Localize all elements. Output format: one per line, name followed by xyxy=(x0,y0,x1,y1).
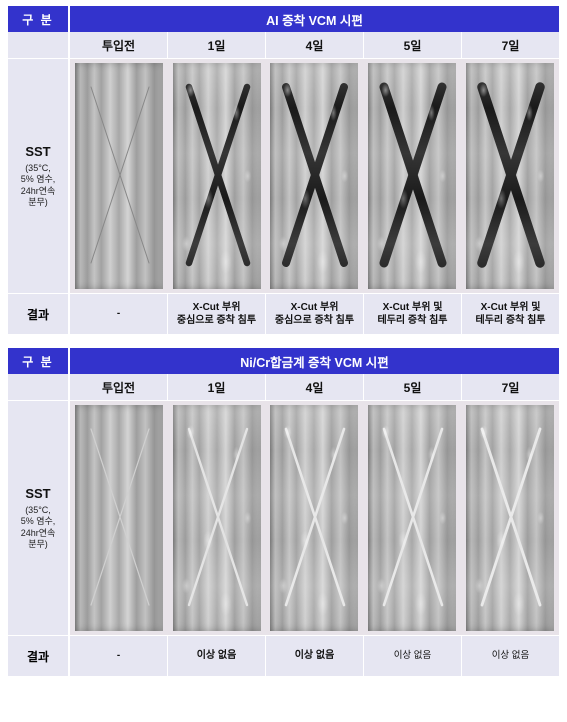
sample-day1 xyxy=(173,405,261,631)
test-label-cell: SST (35°C,5% 염수,24hr연속분무) xyxy=(8,59,70,293)
header-category-label: 구 분 xyxy=(8,348,70,374)
column-headers: 투입전 1일 4일 5일 7일 xyxy=(70,374,559,400)
column-header: 4일 xyxy=(266,374,364,400)
result-cells: - X-Cut 부위중심으로 증착 침투 X-Cut 부위중심으로 증착 침투 … xyxy=(70,294,559,334)
result-cell: 이상 없음 xyxy=(168,636,266,676)
result-cell: X-Cut 부위중심으로 증착 침투 xyxy=(266,294,364,334)
sample-cells xyxy=(70,401,559,635)
header-category-label: 구 분 xyxy=(8,6,70,32)
test-condition: (35°C,5% 염수,24hr연속분무) xyxy=(21,505,56,550)
result-row: 결과 - 이상 없음 이상 없음 이상 없음 이상 없음 xyxy=(8,635,559,676)
result-cell: X-Cut 부위 및테두리 증착 침투 xyxy=(462,294,559,334)
sample-cell xyxy=(70,59,168,293)
sample-day4 xyxy=(270,63,358,289)
sample-cells xyxy=(70,59,559,293)
sample-cell xyxy=(461,401,559,635)
sample-day4 xyxy=(270,405,358,631)
column-header: 7일 xyxy=(462,374,559,400)
result-cell: - xyxy=(70,294,168,334)
column-header: 7일 xyxy=(462,32,559,58)
column-header: 4일 xyxy=(266,32,364,58)
panel-header-row: 구 분 AI 증착 VCM 시편 xyxy=(8,6,559,32)
sample-before xyxy=(75,405,163,631)
column-header: 투입전 xyxy=(70,374,168,400)
result-cell: X-Cut 부위 및테두리 증착 침투 xyxy=(364,294,462,334)
test-condition: (35°C,5% 염수,24hr연속분무) xyxy=(21,163,56,208)
sample-before xyxy=(75,63,163,289)
sample-row: SST (35°C,5% 염수,24hr연속분무) xyxy=(8,401,559,635)
sample-day7 xyxy=(466,63,554,289)
result-label: 결과 xyxy=(8,636,70,676)
sample-cell xyxy=(70,401,168,635)
column-header: 5일 xyxy=(364,374,462,400)
sample-cell xyxy=(168,401,266,635)
sample-cell xyxy=(168,59,266,293)
sample-cell xyxy=(461,59,559,293)
result-cell: - xyxy=(70,636,168,676)
column-header-row: 투입전 1일 4일 5일 7일 xyxy=(8,374,559,401)
panel-nicr: 구 분 Ni/Cr합금계 증착 VCM 시편 투입전 1일 4일 5일 7일 S… xyxy=(8,348,559,676)
panel-al: 구 분 AI 증착 VCM 시편 투입전 1일 4일 5일 7일 SST (35… xyxy=(8,6,559,334)
column-header-spacer xyxy=(8,374,70,400)
sample-row: SST (35°C,5% 염수,24hr연속분무) xyxy=(8,59,559,293)
sample-cell xyxy=(266,59,364,293)
result-label: 결과 xyxy=(8,294,70,334)
result-cell: X-Cut 부위중심으로 증착 침투 xyxy=(168,294,266,334)
result-cell: 이상 없음 xyxy=(364,636,462,676)
column-header: 5일 xyxy=(364,32,462,58)
sample-cell xyxy=(266,401,364,635)
result-cells: - 이상 없음 이상 없음 이상 없음 이상 없음 xyxy=(70,636,559,676)
header-title: AI 증착 VCM 시편 xyxy=(70,6,559,32)
column-header: 1일 xyxy=(168,32,266,58)
sample-cell xyxy=(363,401,461,635)
header-title: Ni/Cr합금계 증착 VCM 시편 xyxy=(70,348,559,374)
column-header: 1일 xyxy=(168,374,266,400)
column-headers: 투입전 1일 4일 5일 7일 xyxy=(70,32,559,58)
test-name: SST xyxy=(25,486,50,501)
result-row: 결과 - X-Cut 부위중심으로 증착 침투 X-Cut 부위중심으로 증착 … xyxy=(8,293,559,334)
sample-day5 xyxy=(368,405,456,631)
column-header-spacer xyxy=(8,32,70,58)
panel-header-row: 구 분 Ni/Cr합금계 증착 VCM 시편 xyxy=(8,348,559,374)
test-label-cell: SST (35°C,5% 염수,24hr연속분무) xyxy=(8,401,70,635)
test-name: SST xyxy=(25,144,50,159)
sample-day5 xyxy=(368,63,456,289)
sample-cell xyxy=(363,59,461,293)
result-cell: 이상 없음 xyxy=(462,636,559,676)
sample-day7 xyxy=(466,405,554,631)
sample-day1 xyxy=(173,63,261,289)
result-cell: 이상 없음 xyxy=(266,636,364,676)
column-header-row: 투입전 1일 4일 5일 7일 xyxy=(8,32,559,59)
column-header: 투입전 xyxy=(70,32,168,58)
